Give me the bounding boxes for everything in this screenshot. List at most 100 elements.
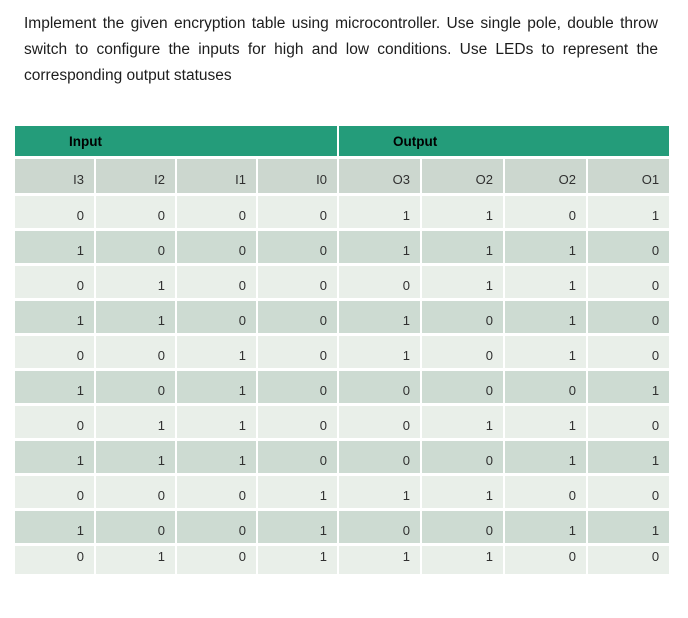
table-cell: 0 [177, 546, 256, 574]
table-cell: 0 [15, 196, 94, 228]
table-cell: 1 [505, 511, 586, 543]
table-cell: 1 [588, 196, 670, 228]
output-group-header: Output [339, 126, 670, 156]
table-cell: 0 [15, 546, 94, 574]
table-cell: 1 [505, 441, 586, 473]
instruction-text: Implement the given encryption table usi… [24, 15, 658, 84]
table-cell: 0 [177, 511, 256, 543]
table-cell: 1 [96, 406, 175, 438]
table-cell: 0 [505, 196, 586, 228]
table-cell: 0 [422, 511, 503, 543]
table-cell: 1 [422, 546, 503, 574]
table-cell: 0 [422, 441, 503, 473]
table-cell: 1 [422, 406, 503, 438]
table-cell: 1 [588, 371, 670, 403]
table-header: Input Output I3 I2 I1 I0 O3 O2 O2 O1 [15, 126, 670, 193]
table-cell: 0 [96, 511, 175, 543]
table-cell: 0 [15, 336, 94, 368]
column-header-row: I3 I2 I1 I0 O3 O2 O2 O1 [15, 159, 670, 193]
table-cell: 1 [15, 441, 94, 473]
table-cell: 1 [505, 266, 586, 298]
table-cell: 0 [96, 231, 175, 263]
table-cell: 0 [588, 546, 670, 574]
table-cell: 1 [177, 371, 256, 403]
table-cell: 1 [422, 231, 503, 263]
table-cell: 0 [258, 301, 337, 333]
table-cell: 1 [339, 231, 420, 263]
table-cell: 0 [505, 476, 586, 508]
table-cell: 0 [339, 511, 420, 543]
table-cell: 1 [96, 301, 175, 333]
column-header: I1 [177, 159, 256, 193]
table-cell: 1 [505, 301, 586, 333]
table-cell: 1 [15, 371, 94, 403]
table-cell: 0 [258, 371, 337, 403]
table-cell: 0 [177, 476, 256, 508]
table-cell: 0 [258, 441, 337, 473]
table-cell: 1 [258, 546, 337, 574]
table-cell: 0 [422, 336, 503, 368]
column-header: O2 [505, 159, 586, 193]
table-cell: 1 [177, 406, 256, 438]
table-cell: 0 [15, 266, 94, 298]
table-cell: 1 [96, 441, 175, 473]
table-cell: 1 [339, 546, 420, 574]
table-cell: 0 [422, 371, 503, 403]
table-cell: 0 [177, 196, 256, 228]
table-cell: 1 [339, 301, 420, 333]
table-cell: 0 [258, 406, 337, 438]
group-header-row: Input Output [15, 126, 670, 156]
table-cell: 0 [258, 266, 337, 298]
table-cell: 1 [15, 231, 94, 263]
table-cell: 1 [15, 301, 94, 333]
table-cell: 0 [339, 266, 420, 298]
table-cell: 1 [588, 511, 670, 543]
table-cell: 0 [258, 336, 337, 368]
table-cell: 1 [258, 511, 337, 543]
table-cell: 1 [339, 336, 420, 368]
table-cell: 0 [505, 546, 586, 574]
table-cell: 1 [422, 196, 503, 228]
table-cell: 1 [422, 266, 503, 298]
table-cell: 1 [339, 476, 420, 508]
table-cell: 1 [96, 266, 175, 298]
table-cell: 1 [339, 196, 420, 228]
column-header: I0 [258, 159, 337, 193]
column-header: O2 [422, 159, 503, 193]
table-cell: 0 [588, 301, 670, 333]
table-cell: 0 [258, 231, 337, 263]
column-header: O3 [339, 159, 420, 193]
table-cell: 0 [177, 231, 256, 263]
table-cell: 0 [505, 371, 586, 403]
input-group-header: Input [15, 126, 337, 156]
table-cell: 0 [588, 231, 670, 263]
table-cell: 1 [505, 231, 586, 263]
table-cell: 0 [15, 406, 94, 438]
table-cell: 0 [339, 371, 420, 403]
table-cell: 0 [96, 196, 175, 228]
table-cell: 0 [588, 266, 670, 298]
table-cell: 0 [422, 301, 503, 333]
table-cell: 0 [339, 441, 420, 473]
table-cell: 1 [588, 441, 670, 473]
table-cell: 0 [177, 301, 256, 333]
table-cell: 0 [258, 196, 337, 228]
table-cell: 0 [15, 476, 94, 508]
table-cell: 1 [505, 336, 586, 368]
table-cell: 0 [177, 266, 256, 298]
table-cell: 0 [339, 406, 420, 438]
table-cell: 0 [588, 406, 670, 438]
